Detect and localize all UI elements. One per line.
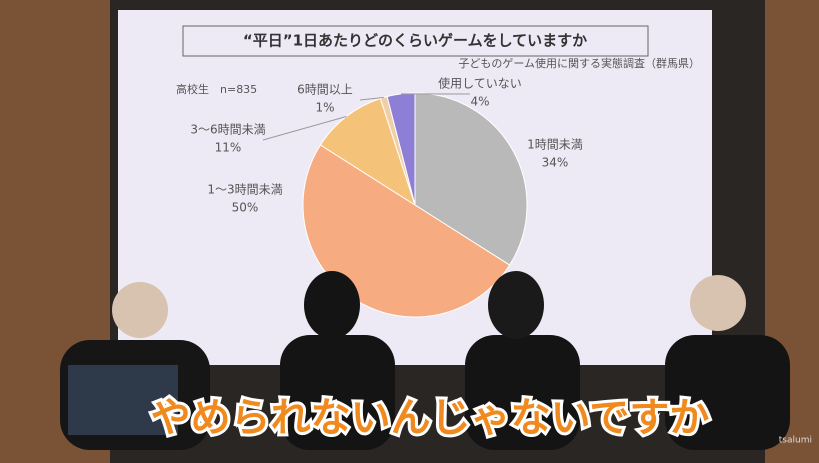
slice-label: 使用していない: [438, 76, 522, 91]
person-head: [112, 282, 168, 338]
chart-subtitle: 子どものゲーム使用に関する実態調査（群馬県）: [458, 56, 700, 70]
caption: やめられないんじゃないですか: [151, 395, 710, 441]
slice-label: 3～6時間未満: [190, 123, 265, 137]
slice-value-label: 4%: [470, 95, 489, 109]
chart-title: “平日”1日あたりどのくらいゲームをしていますか: [243, 32, 587, 50]
slice-value-label: 11%: [215, 141, 242, 155]
person-head: [690, 275, 746, 331]
person-head: [488, 271, 544, 339]
person-head: [304, 271, 360, 339]
slice-value-label: 34%: [542, 156, 569, 170]
scene: “平日”1日あたりどのくらいゲームをしていますか 子どものゲーム使用に関する実態…: [0, 0, 819, 463]
slice-label: 1時間未満: [527, 138, 583, 152]
slice-value-label: 50%: [232, 201, 259, 215]
slice-label: 1～3時間未満: [207, 183, 282, 197]
slice-label: 6時間以上: [297, 83, 353, 97]
annotation: 高校生 n=835: [176, 82, 257, 96]
slice-value-label: 1%: [315, 101, 334, 115]
watermark: tsalumi: [779, 436, 812, 446]
